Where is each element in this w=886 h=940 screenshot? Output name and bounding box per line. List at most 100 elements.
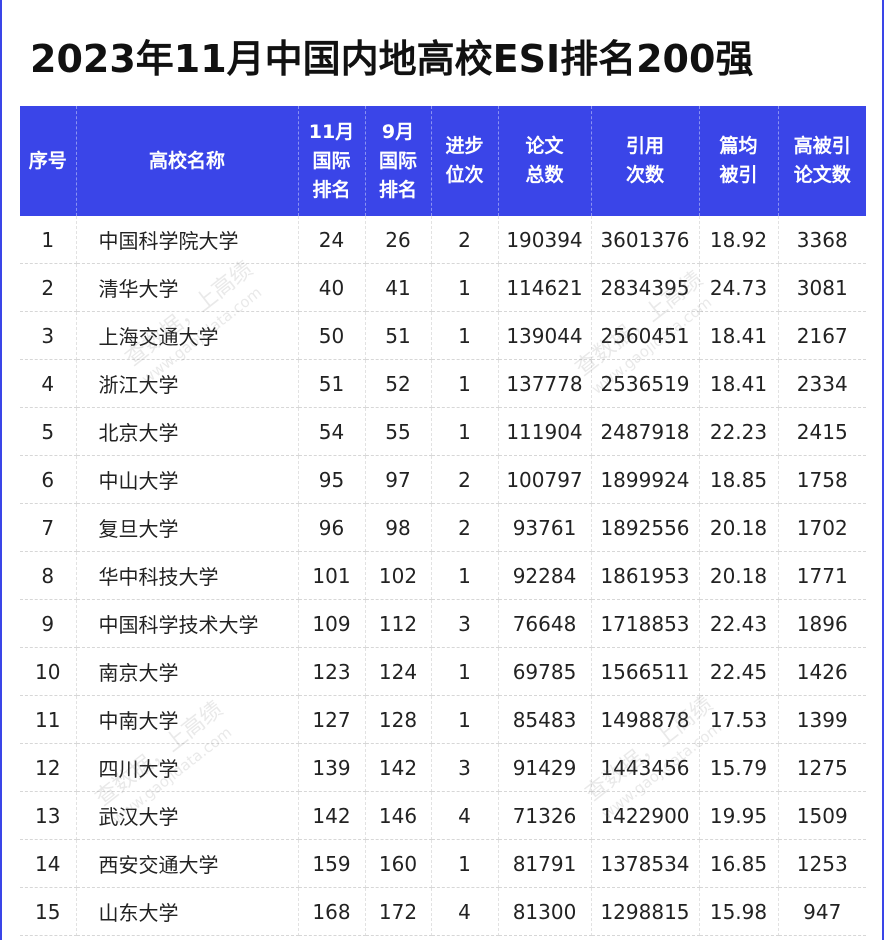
cell-improvement: 1 — [431, 695, 499, 744]
cell-citation-count: 1443456 — [591, 743, 700, 792]
cell-improvement: 3 — [431, 599, 499, 648]
table-row: 1 中国科学院大学 24 26 2 190394 3601376 18.92 3368 — [20, 216, 866, 264]
cell-highly-cited-papers: 2334 — [778, 359, 866, 408]
cell-sep-rank: 146 — [365, 791, 432, 840]
cell-rank: 14 — [20, 839, 77, 888]
cell-citation-count: 3601376 — [591, 216, 700, 264]
cell-rank: 1 — [20, 216, 77, 264]
cell-citation-count: 1566511 — [591, 647, 700, 696]
cell-citation-count: 2560451 — [591, 311, 700, 360]
cell-improvement: 1 — [431, 647, 499, 696]
cell-improvement: 1 — [431, 359, 499, 408]
table-row: 2 清华大学 40 41 1 114621 2834395 24.73 3081 — [20, 263, 866, 312]
cell-citations-per-paper: 15.79 — [699, 743, 779, 792]
cell-citations-per-paper: 22.45 — [699, 647, 779, 696]
cell-citation-count: 1298815 — [591, 887, 700, 936]
header-label: 次数 — [625, 164, 664, 186]
cell-improvement: 1 — [431, 839, 499, 888]
cell-paper-count: 93761 — [498, 503, 592, 552]
cell-improvement: 1 — [431, 407, 499, 456]
header-label: 论文数 — [793, 164, 851, 186]
cell-citations-per-paper: 18.41 — [699, 311, 779, 360]
cell-rank: 2 — [20, 263, 77, 312]
cell-citation-count: 2487918 — [591, 407, 700, 456]
header-label: 篇均 — [719, 135, 758, 157]
cell-citations-per-paper: 22.23 — [699, 407, 779, 456]
cell-paper-count: 139044 — [498, 311, 592, 360]
cell-sep-rank: 160 — [365, 839, 432, 888]
cell-citations-per-paper: 20.18 — [699, 503, 779, 552]
cell-paper-count: 81300 — [498, 887, 592, 936]
cell-paper-count: 190394 — [498, 216, 592, 264]
cell-highly-cited-papers: 1896 — [778, 599, 866, 648]
cell-rank: 3 — [20, 311, 77, 360]
cell-citation-count: 2536519 — [591, 359, 700, 408]
header-label: 国际 — [378, 149, 417, 172]
table-row: 10 南京大学 123 124 1 69785 1566511 22.45 1426 — [20, 647, 866, 696]
cell-paper-count: 114621 — [498, 263, 592, 312]
table-header-row: 序号 高校名称 11月 国际 排名 9月 国际 排名 进步 位次 论文 总数 引用 次数 篇均 被引 高被引 论文… — [20, 106, 866, 216]
cell-highly-cited-papers: 1275 — [778, 743, 866, 792]
table-body: 1 中国科学院大学 24 26 2 190394 3601376 18.92 3368 2 清华大学… — [20, 216, 866, 936]
cell-improvement: 1 — [431, 311, 499, 360]
cell-school-name: 中国科学院大学 — [76, 216, 299, 264]
cell-rank: 8 — [20, 551, 77, 600]
cell-highly-cited-papers: 947 — [778, 887, 866, 936]
cell-highly-cited-papers: 1399 — [778, 695, 866, 744]
cell-highly-cited-papers: 1253 — [778, 839, 866, 888]
cell-rank: 7 — [20, 503, 77, 552]
header-sep-rank: 9月 国际 排名 — [365, 106, 432, 216]
header-paper-count: 论文 总数 — [498, 106, 592, 216]
cell-paper-count: 81791 — [498, 839, 592, 888]
cell-improvement: 2 — [431, 503, 499, 552]
table-row: 12 四川大学 139 142 3 91429 1443456 15.79 1275 — [20, 743, 866, 792]
cell-school-name: 武汉大学 — [76, 791, 299, 840]
header-rank: 序号 — [20, 106, 77, 216]
table-row: 11 中南大学 127 128 1 85483 1498878 17.53 1399 — [20, 695, 866, 744]
cell-nov-rank: 123 — [298, 647, 366, 696]
cell-school-name: 上海交通大学 — [76, 311, 299, 360]
cell-rank: 9 — [20, 599, 77, 648]
cell-school-name: 清华大学 — [76, 263, 299, 312]
cell-sep-rank: 41 — [365, 263, 432, 312]
cell-highly-cited-papers: 3368 — [778, 216, 866, 264]
cell-nov-rank: 159 — [298, 839, 366, 888]
cell-highly-cited-papers: 1771 — [778, 551, 866, 600]
cell-school-name: 西安交通大学 — [76, 839, 299, 888]
cell-paper-count: 92284 — [498, 551, 592, 600]
header-label: 排名 — [312, 178, 351, 201]
cell-sep-rank: 112 — [365, 599, 432, 648]
cell-citation-count: 1899924 — [591, 455, 700, 504]
cell-paper-count: 76648 — [498, 599, 592, 648]
cell-rank: 12 — [20, 743, 77, 792]
cell-citation-count: 1498878 — [591, 695, 700, 744]
cell-nov-rank: 109 — [298, 599, 366, 648]
cell-paper-count: 91429 — [498, 743, 592, 792]
cell-sep-rank: 102 — [365, 551, 432, 600]
cell-highly-cited-papers: 1758 — [778, 455, 866, 504]
cell-nov-rank: 96 — [298, 503, 366, 552]
cell-citation-count: 2834395 — [591, 263, 700, 312]
header-label: 被引 — [719, 164, 758, 186]
cell-citations-per-paper: 24.73 — [699, 263, 779, 312]
page-title: 2023年11月中国内地高校ESI排名200强 — [30, 37, 754, 81]
cell-nov-rank: 95 — [298, 455, 366, 504]
cell-nov-rank: 142 — [298, 791, 366, 840]
cell-school-name: 山东大学 — [76, 887, 299, 936]
header-label: 国际 — [312, 149, 351, 172]
cell-sep-rank: 51 — [365, 311, 432, 360]
cell-citations-per-paper: 19.95 — [699, 791, 779, 840]
cell-paper-count: 137778 — [498, 359, 592, 408]
cell-highly-cited-papers: 2167 — [778, 311, 866, 360]
cell-school-name: 华中科技大学 — [76, 551, 299, 600]
cell-sep-rank: 124 — [365, 647, 432, 696]
cell-improvement: 2 — [431, 216, 499, 264]
cell-nov-rank: 54 — [298, 407, 366, 456]
cell-sep-rank: 26 — [365, 216, 432, 264]
header-label: 高被引 — [793, 135, 851, 157]
header-label: 序号 — [28, 149, 67, 172]
cell-improvement: 1 — [431, 263, 499, 312]
header-highly-cited-papers: 高被引 论文数 — [778, 106, 866, 216]
table-row: 6 中山大学 95 97 2 100797 1899924 18.85 1758 — [20, 455, 866, 504]
